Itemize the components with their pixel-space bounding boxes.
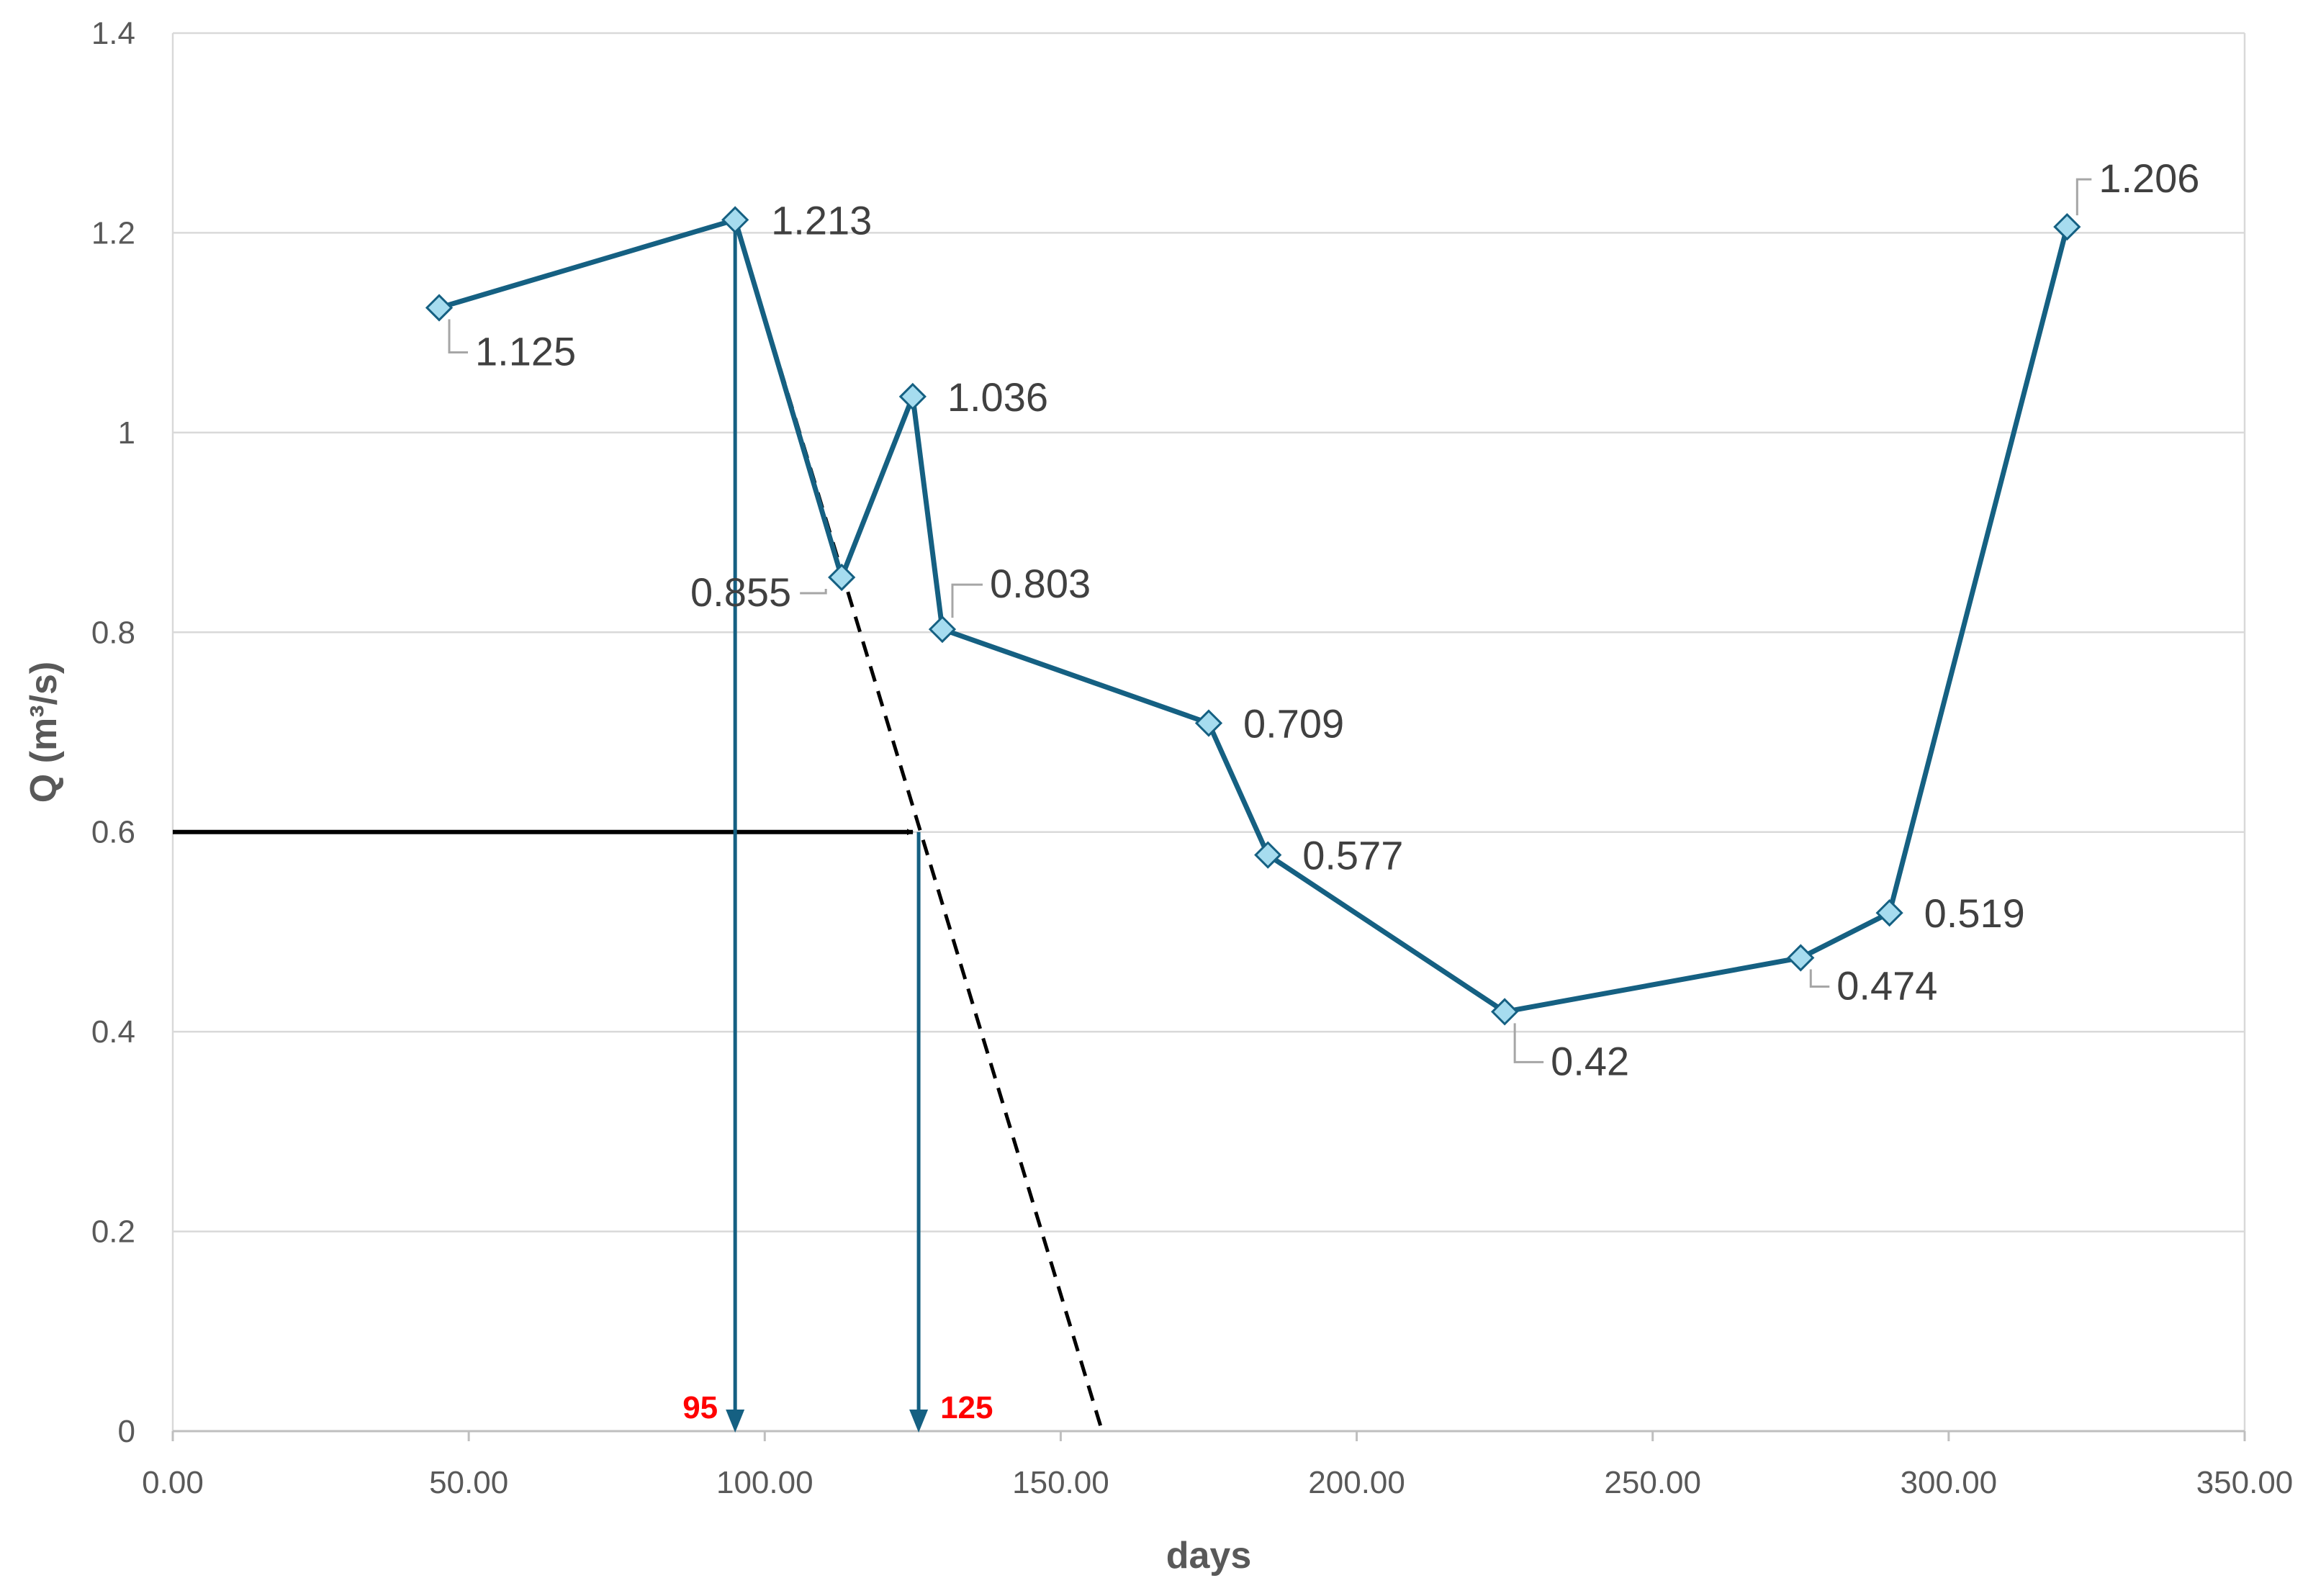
x-tick-label: 50.00	[429, 1465, 508, 1500]
vertical-arrow-label: 125	[940, 1390, 993, 1425]
x-tick-label: 350.00	[2196, 1465, 2294, 1500]
y-axis-title: Q (m³/s)	[23, 662, 65, 803]
data-label: 0.474	[1836, 962, 1937, 1008]
y-tick-label: 0.4	[91, 1014, 135, 1050]
data-label: 1.206	[2099, 155, 2199, 201]
data-label-leader	[1809, 969, 1830, 988]
y-tick-label: 0.2	[91, 1214, 135, 1250]
x-tick-label: 100.00	[716, 1465, 813, 1500]
vertical-arrow-label: 95	[682, 1390, 718, 1425]
data-label: 1.125	[475, 328, 576, 374]
y-tick-label: 0.8	[91, 615, 135, 650]
data-label: 0.519	[1924, 891, 2025, 936]
data-label: 0.42	[1551, 1038, 1629, 1083]
data-point	[1787, 944, 1815, 972]
y-tick-label: 1.2	[91, 215, 135, 251]
data-label: 0.803	[990, 561, 1091, 606]
y-tick-label: 1	[118, 415, 135, 451]
series	[425, 206, 2081, 1026]
x-tick-label: 300.00	[1901, 1465, 1998, 1500]
annotations: 95 125	[173, 219, 1104, 1433]
data-label: 1.213	[771, 197, 872, 243]
data-point	[928, 616, 957, 644]
data-label: 0.855	[690, 569, 791, 615]
data-label-leader	[800, 588, 827, 595]
data-point	[898, 382, 927, 411]
data-point	[1254, 841, 1282, 869]
data-point	[2053, 212, 2081, 241]
data-point	[1194, 709, 1223, 737]
x-tick-label: 250.00	[1604, 1465, 1701, 1500]
data-point	[828, 563, 856, 592]
y-tick-label: 0.6	[91, 815, 135, 850]
axes: 0 0.2 0.4 0.6 0.8 1 1.2 1.4 0.00 50.00 100.00 150.0…	[91, 16, 2293, 1500]
data-label-leader	[448, 319, 469, 353]
data-label: 0.577	[1302, 833, 1403, 878]
vertical-arrowhead	[726, 1410, 745, 1433]
vertical-arrowhead	[909, 1410, 929, 1433]
data-point	[1875, 898, 1903, 927]
data-label-leader	[2075, 178, 2092, 216]
data-point	[1491, 998, 1519, 1026]
x-tick-label: 0.00	[142, 1465, 204, 1500]
data-labels: 1.125 1.213 0.855 1.036 0.803 0.709 0.577 0.42 0…	[448, 155, 2199, 1083]
y-tick-label: 1.4	[91, 16, 135, 51]
x-axis-title: days	[1166, 1535, 1252, 1577]
x-tick-label: 150.00	[1012, 1465, 1109, 1500]
data-label-leader	[951, 583, 983, 618]
series-line	[438, 217, 2070, 1014]
y-tick-label: 0	[118, 1414, 135, 1449]
data-point	[425, 294, 454, 322]
x-tick-label: 200.00	[1308, 1465, 1405, 1500]
data-label: 1.036	[947, 374, 1048, 420]
data-point	[721, 206, 749, 234]
data-label: 0.709	[1243, 701, 1344, 747]
data-label-leader	[1513, 1023, 1544, 1063]
